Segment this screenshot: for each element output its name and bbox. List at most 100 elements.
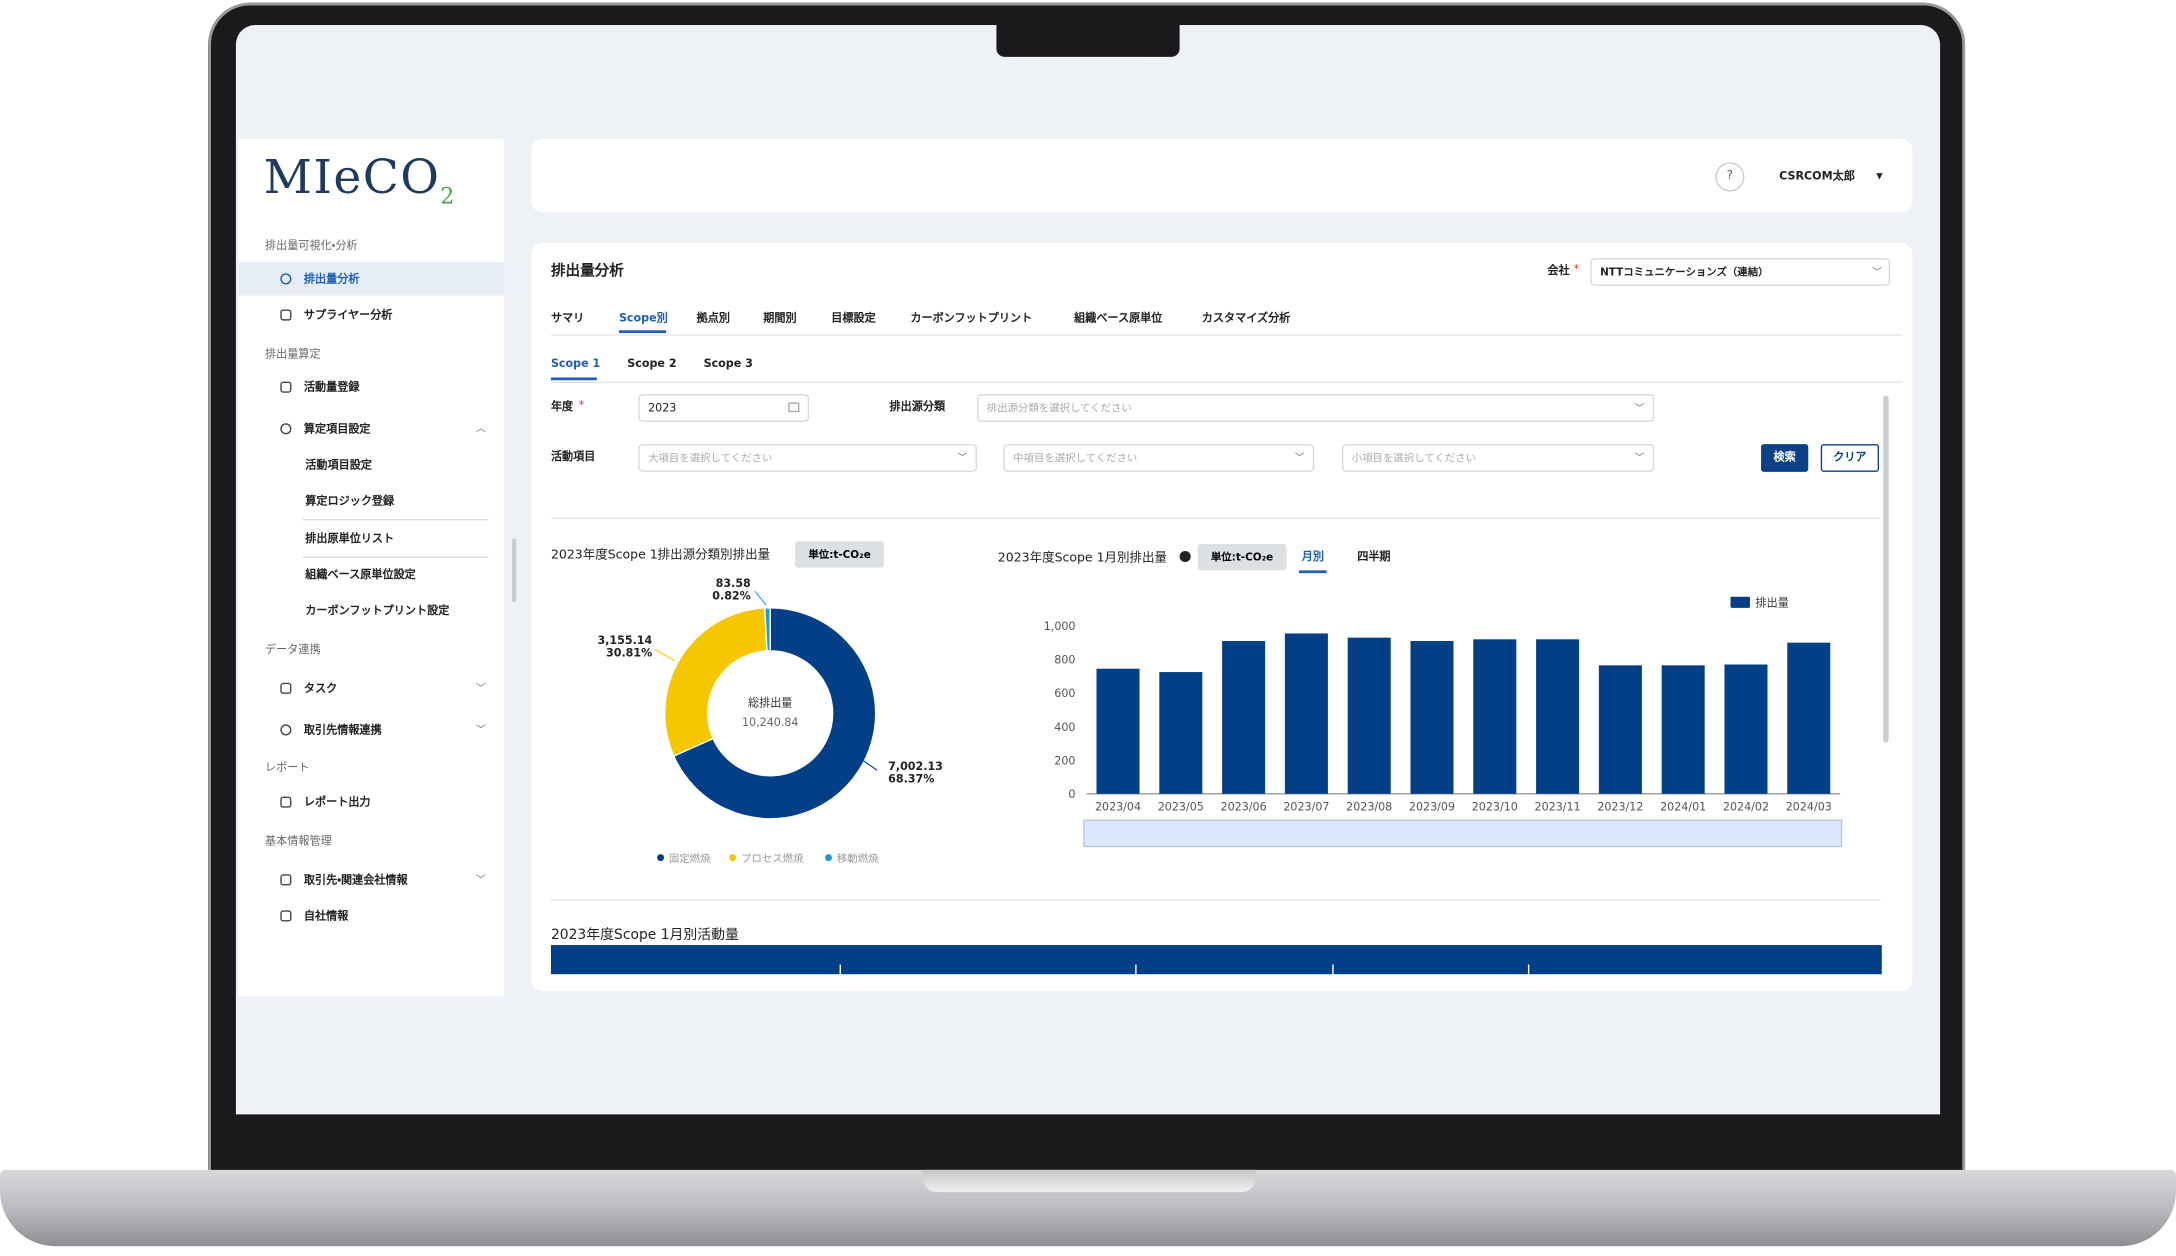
nav-item[interactable]: 排出量分析: [303, 272, 360, 286]
required-mark: *: [1573, 262, 1580, 276]
nav-subitem[interactable]: 排出原単位リスト: [305, 532, 395, 545]
nav-group: 排出量可視化・分析: [265, 239, 358, 252]
icon: [280, 682, 292, 694]
tab-indicator: [550, 377, 597, 381]
zoom-slider: [1083, 819, 1843, 848]
nav-subitem[interactable]: 組織ベース原単位設定: [305, 568, 416, 581]
help-button[interactable]: ?: [1715, 162, 1745, 192]
chevron-down: ﹀: [957, 452, 968, 464]
tab-active[interactable]: Scope別: [618, 311, 668, 325]
donut-slice: [664, 607, 768, 757]
sidebar-scrollbar: [512, 538, 517, 603]
x-tick-label: 2023/12: [1597, 800, 1643, 813]
tick: [1332, 964, 1334, 975]
unit-badge: 単位:t-CO₂e: [795, 541, 885, 568]
scope-tab[interactable]: Scope 3: [703, 357, 753, 370]
x-tick-label: 2023/10: [1472, 800, 1518, 813]
nav-group: 排出量算定: [265, 347, 321, 361]
x-tick-label: 2023/05: [1158, 800, 1204, 813]
x-tick-label: 2024/02: [1723, 800, 1769, 813]
nav-subitem[interactable]: カーボンフットプリント設定: [305, 604, 450, 617]
divider: [302, 556, 489, 558]
legend-dot: [657, 854, 665, 862]
icon: [280, 874, 292, 886]
nav-item[interactable]: 算定項目設定: [303, 422, 371, 436]
chart-title: 2023年度Scope 1月別排出量: [997, 551, 1167, 566]
view-tab[interactable]: 四半期: [1357, 550, 1391, 563]
y-tick-label: 400: [1054, 721, 1075, 734]
share-label: 30.81%: [606, 646, 652, 659]
chevron-down: ﹀: [1634, 402, 1645, 414]
bar: [1661, 665, 1705, 794]
legend-label: プロセス燃焼: [741, 852, 804, 865]
tab[interactable]: カーボンフットプリント: [910, 311, 1033, 325]
clear-button[interactable]: クリア: [1820, 444, 1880, 472]
x-tick-label: 2023/09: [1409, 800, 1455, 813]
tab[interactable]: カスタマイズ分析: [1201, 311, 1291, 325]
placeholder: 中項目を選択してください: [1013, 451, 1138, 465]
icon: [280, 910, 292, 922]
bar: [1284, 633, 1328, 794]
tick: [1527, 964, 1530, 975]
y-tick-label: 600: [1054, 687, 1075, 700]
tab[interactable]: 拠点別: [696, 311, 730, 325]
center-label: 総排出量: [748, 695, 792, 709]
icon: [280, 309, 292, 321]
y-tick-label: 1,000: [1044, 620, 1076, 633]
tab[interactable]: 目標設定: [831, 311, 876, 325]
scope-tab-active[interactable]: Scope 1: [550, 357, 601, 370]
y-tick-label: 0: [1068, 788, 1075, 801]
tab[interactable]: 組織ベース原単位: [1074, 311, 1163, 325]
year-input[interactable]: [638, 394, 810, 422]
center-total: 10,240.84: [742, 716, 798, 729]
bar: [1787, 642, 1831, 794]
tick: [1135, 964, 1137, 975]
nav-item[interactable]: 取引先・関連会社情報: [303, 873, 408, 887]
bar: [1536, 639, 1580, 794]
donut-slice: [672, 607, 877, 820]
page-title: 排出量分析: [550, 262, 624, 280]
divider: [550, 517, 1881, 520]
year-value: 2023: [648, 401, 677, 415]
bar: [1347, 637, 1391, 794]
bar: [1473, 639, 1517, 794]
nav-subitem[interactable]: 算定ロジック登録: [305, 494, 395, 508]
bar: [1096, 668, 1140, 794]
nav-group: データ連携: [265, 643, 321, 656]
search-button[interactable]: 検索: [1761, 444, 1809, 472]
x-tick-label: 2023/08: [1346, 800, 1392, 813]
placeholder: 小項目を選択してください: [1351, 451, 1476, 465]
share-label: 0.82%: [712, 590, 751, 603]
user-menu[interactable]: CSRCOM太郎: [1779, 170, 1855, 183]
chevron-down: ﹀: [476, 724, 486, 736]
nav-item[interactable]: レポート出力: [303, 795, 371, 809]
scope-tab[interactable]: Scope 2: [627, 357, 677, 370]
medium-select[interactable]: [1003, 444, 1315, 472]
large-select[interactable]: [638, 444, 977, 472]
divider: [550, 334, 1903, 336]
divider: [550, 381, 1903, 384]
nav-item[interactable]: サプライヤー分析: [303, 308, 393, 322]
divider: [550, 899, 1881, 901]
nav-item[interactable]: 取引先情報連携: [303, 723, 382, 737]
view-tab-active[interactable]: 月別: [1301, 550, 1324, 563]
tab[interactable]: サマリ: [550, 311, 585, 325]
x-tick-label: 2023/04: [1095, 800, 1141, 813]
nav-item[interactable]: タスク: [303, 682, 338, 695]
small-select[interactable]: [1341, 444, 1655, 472]
source-select[interactable]: [976, 394, 1655, 422]
nav-item[interactable]: 活動量登録: [303, 380, 360, 394]
nav-group: レポート: [265, 761, 310, 774]
y-tick-label: 200: [1054, 754, 1075, 767]
company-select[interactable]: [1590, 258, 1891, 286]
nav-item[interactable]: 自社情報: [303, 909, 349, 923]
filter-label: 排出源分類: [889, 400, 946, 413]
leader-line: [862, 760, 878, 771]
leader-line: [654, 648, 675, 662]
calendar-icon: [788, 402, 800, 413]
placeholder: 大項目を選択してください: [648, 451, 773, 465]
icon: [280, 381, 292, 393]
nav-subitem[interactable]: 活動項目設定: [305, 458, 372, 472]
tab[interactable]: 期間別: [763, 311, 797, 325]
